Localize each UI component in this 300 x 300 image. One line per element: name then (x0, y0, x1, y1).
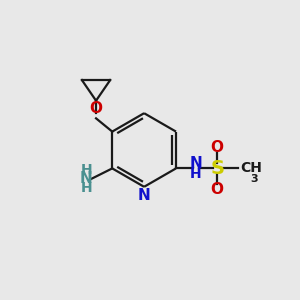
Text: 3: 3 (251, 174, 258, 184)
Text: S: S (210, 159, 224, 178)
Text: N: N (80, 171, 93, 186)
Text: H: H (80, 164, 92, 178)
Text: O: O (211, 140, 224, 155)
Text: H: H (80, 181, 92, 194)
Text: O: O (211, 182, 224, 196)
Text: O: O (89, 101, 103, 116)
Text: H: H (190, 167, 202, 181)
Text: CH: CH (240, 161, 262, 176)
Text: N: N (138, 188, 151, 203)
Text: N: N (189, 157, 202, 172)
